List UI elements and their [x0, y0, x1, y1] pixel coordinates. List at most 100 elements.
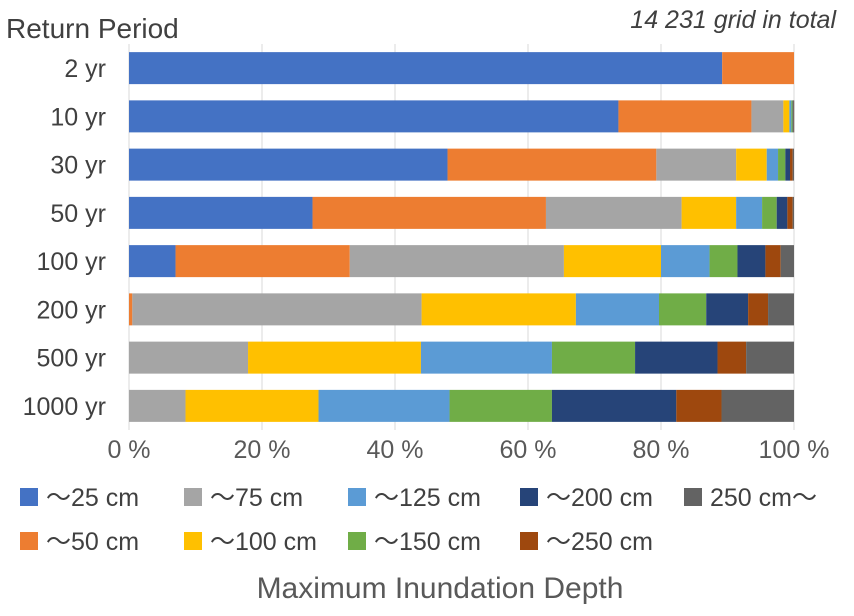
legend-swatch: [684, 488, 702, 506]
bar-segment: [248, 341, 421, 374]
bar-segment: [545, 196, 682, 229]
bar-segment: [129, 100, 619, 133]
bar-segment: [736, 148, 767, 181]
x-axis-tick-labels: 0 % 20 % 40 % 60 % 80 % 100 %: [107, 436, 829, 464]
bar-segment: [776, 196, 788, 229]
legend-swatch: [20, 532, 38, 550]
bar-segment: [132, 293, 422, 326]
bar-segment: [129, 245, 176, 278]
bar-segment: [791, 100, 793, 133]
bar-segment: [789, 100, 792, 133]
bar-segment: [563, 245, 661, 278]
legend-swatch: [184, 532, 202, 550]
bar-segment: [129, 293, 133, 326]
legend-swatch: [348, 488, 366, 506]
bar-segment: [792, 196, 794, 229]
bar-segment: [681, 196, 737, 229]
bar-segment: [349, 245, 564, 278]
legend: ～25 cm ～50 cm ～75 cm ～100 cm ～125 cm ～150 cm ～…: [20, 484, 817, 556]
x-tick-label: 80 %: [633, 436, 690, 464]
bar-segment: [766, 148, 779, 181]
x-tick-label: 0 %: [107, 436, 150, 464]
bar-segment: [778, 148, 786, 181]
y-tick-label: 2 yr: [64, 55, 106, 83]
bar-row: [129, 148, 794, 181]
legend-item: ～100 cm: [184, 528, 317, 556]
bar-row: [129, 196, 794, 229]
bar-segment: [129, 196, 313, 229]
legend-label: ～150 cm: [374, 528, 481, 556]
bar-segment: [751, 100, 784, 133]
bar-row: [129, 52, 794, 85]
y-tick-label: 200 yr: [37, 296, 106, 324]
bar-segment: [762, 196, 777, 229]
bar-row: [129, 293, 794, 326]
bar-segment: [748, 293, 769, 326]
bar-segment: [746, 341, 794, 374]
bar-segment: [635, 341, 718, 374]
legend-item: ～150 cm: [348, 528, 481, 556]
y-tick-label: 50 yr: [50, 200, 106, 228]
bar-row: [129, 100, 795, 133]
bar-segment: [783, 100, 790, 133]
legend-swatch: [520, 488, 538, 506]
bar-segment: [175, 245, 350, 278]
legend-item: ～50 cm: [20, 528, 139, 556]
bar-segment: [185, 389, 319, 422]
bar-segment: [785, 148, 791, 181]
x-tick-label: 60 %: [500, 436, 557, 464]
bar-segment: [551, 341, 636, 374]
bar-segment: [421, 293, 576, 326]
legend-item: 250 cm～: [684, 484, 817, 512]
bar-segment: [780, 245, 794, 278]
bar-segment: [575, 293, 660, 326]
legend-label: ～200 cm: [546, 484, 653, 512]
bar-segment: [312, 196, 546, 229]
bar-segment: [792, 148, 794, 181]
bar-segment: [129, 389, 186, 422]
legend-swatch: [184, 488, 202, 506]
bar-segment: [676, 389, 722, 422]
bar-segment: [717, 341, 747, 374]
bar-segment: [793, 100, 794, 133]
legend-swatch: [520, 532, 538, 550]
bar-segment: [787, 196, 793, 229]
bar-segment: [709, 245, 738, 278]
bar-segment: [768, 293, 794, 326]
x-tick-label: 40 %: [367, 436, 424, 464]
bar-segment: [737, 245, 766, 278]
y-tick-label: 30 yr: [50, 152, 106, 180]
legend-label: ～250 cm: [546, 528, 653, 556]
x-tick-label: 20 %: [234, 436, 291, 464]
legend-label: ～25 cm: [46, 484, 139, 512]
bars: [129, 52, 795, 422]
y-tick-label: 500 yr: [37, 345, 106, 373]
bar-row: [129, 245, 794, 278]
bar-segment: [706, 293, 749, 326]
bar-segment: [790, 148, 793, 181]
bar-segment: [618, 100, 752, 133]
legend-swatch: [20, 488, 38, 506]
bar-segment: [656, 148, 737, 181]
bar-segment: [661, 245, 710, 278]
legend-swatch: [348, 532, 366, 550]
y-axis-title: Return Period: [6, 13, 179, 44]
bar-segment: [793, 100, 795, 133]
bar-segment: [447, 148, 657, 181]
bar-row: [129, 341, 794, 374]
bar-segment: [792, 100, 794, 133]
legend-item: ～250 cm: [520, 528, 653, 556]
legend-label: 250 cm～: [710, 484, 817, 512]
bar-segment: [129, 148, 448, 181]
bar-segment: [659, 293, 707, 326]
legend-label: ～50 cm: [46, 528, 139, 556]
bar-segment: [318, 389, 450, 422]
y-tick-label: 10 yr: [50, 103, 106, 131]
legend-item: ～75 cm: [184, 484, 303, 512]
bar-row: [129, 389, 794, 422]
bar-segment: [129, 52, 723, 85]
legend-label: ～100 cm: [210, 528, 317, 556]
legend-item: ～125 cm: [348, 484, 481, 512]
legend-item: ～25 cm: [20, 484, 139, 512]
